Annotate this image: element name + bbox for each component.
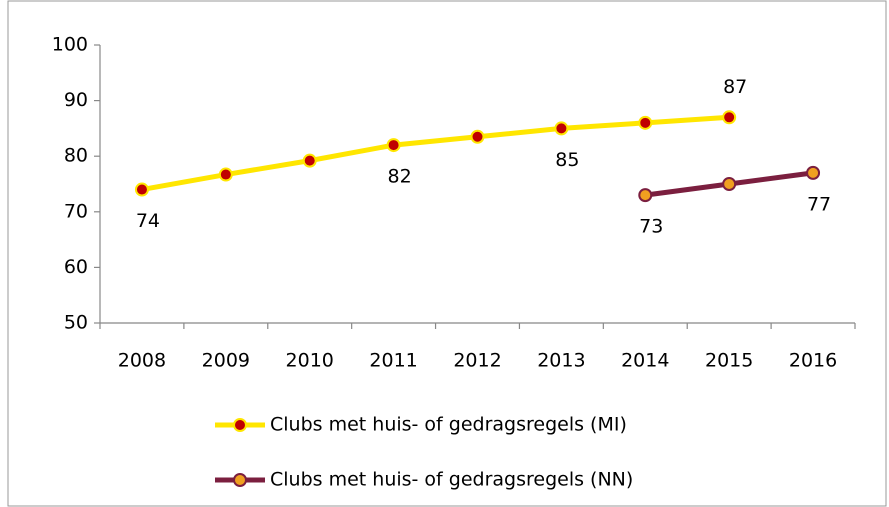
marker	[722, 110, 737, 125]
data-label: 87	[723, 76, 747, 98]
x-tick-label: 2012	[453, 350, 501, 372]
legend-marker	[233, 473, 247, 487]
y-tick-label: 80	[64, 145, 88, 167]
x-tick-label: 2008	[118, 350, 166, 372]
marker	[554, 121, 569, 136]
marker	[638, 188, 653, 203]
marker	[470, 129, 485, 144]
x-tick-label: 2009	[202, 350, 250, 372]
y-tick-label: 70	[64, 200, 88, 222]
data-label: 73	[639, 216, 663, 238]
data-label: 74	[136, 210, 160, 232]
legend-label: Clubs met huis- of gedragsregels (MI)	[270, 414, 627, 436]
x-tick-label: 2014	[621, 350, 669, 372]
series-line	[141, 114, 730, 193]
marker	[722, 177, 737, 191]
x-tick-label: 2011	[369, 350, 417, 372]
data-label: 82	[388, 166, 412, 188]
x-tick-label: 2016	[789, 350, 837, 372]
legend-label: Clubs met huis- of gedragsregels (NN)	[270, 469, 633, 491]
y-tick-label: 50	[64, 312, 88, 334]
marker	[806, 165, 821, 180]
x-tick-label: 2013	[537, 350, 585, 372]
chart-border	[7, 0, 887, 507]
legend-marker	[233, 418, 247, 432]
data-label: 77	[807, 193, 831, 215]
marker	[638, 115, 653, 130]
marker	[302, 153, 317, 168]
data-label: 85	[555, 149, 579, 171]
y-tick-label: 60	[64, 256, 88, 278]
marker	[386, 138, 401, 153]
marker	[218, 167, 233, 182]
y-tick-label: 100	[52, 34, 88, 56]
x-tick-label: 2010	[286, 350, 334, 372]
y-tick-label: 90	[64, 89, 88, 111]
x-tick-label: 2015	[705, 350, 753, 372]
marker	[134, 182, 149, 197]
